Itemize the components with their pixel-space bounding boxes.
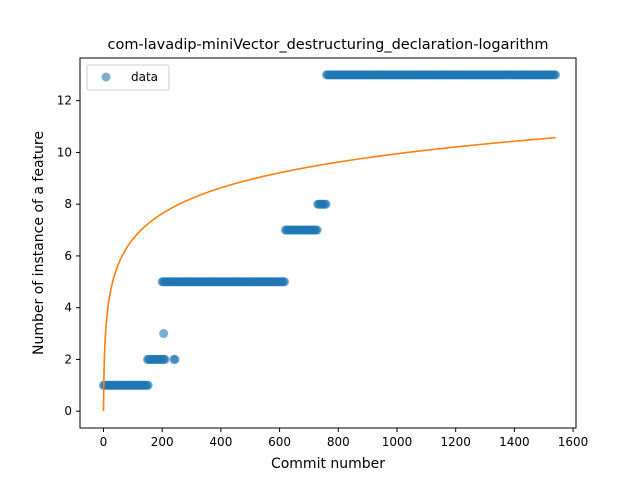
- chart-title: com-lavadip-miniVector_destructuring_dec…: [108, 37, 549, 53]
- x-tick-label-2: 400: [209, 435, 232, 449]
- x-axis: 0 200 400 600 800 1000 1200 1400 1600: [100, 428, 589, 449]
- fit-line: [102, 136, 556, 412]
- plot-area: [98, 70, 560, 412]
- data-point-162: [280, 277, 290, 287]
- legend-label-data: data: [131, 70, 158, 84]
- data-point-198: [321, 199, 331, 209]
- data-point-68: [170, 354, 180, 364]
- data-point-55: [159, 329, 169, 339]
- y-tick-label-4: 8: [64, 197, 72, 211]
- y-axis-label: Number of instance of a feature: [31, 131, 47, 355]
- x-axis-label: Commit number: [271, 456, 385, 472]
- data-point-38: [143, 380, 153, 390]
- x-tick-label-4: 800: [327, 435, 350, 449]
- y-tick-label-6: 12: [57, 94, 72, 108]
- plot-frame: [79, 57, 577, 429]
- y-tick-label-3: 6: [64, 249, 72, 263]
- data-point-190: [312, 225, 322, 235]
- x-tick-label-8: 1600: [558, 435, 589, 449]
- x-tick-label-5: 1000: [382, 435, 413, 449]
- legend-box: [86, 64, 170, 91]
- data-point-54: [160, 354, 170, 364]
- x-tick-label-6: 1200: [440, 435, 471, 449]
- x-tick-label-7: 1400: [499, 435, 530, 449]
- data-point-394: [550, 70, 560, 80]
- x-tick-label-3: 600: [268, 435, 291, 449]
- y-tick-label-5: 10: [57, 145, 72, 159]
- legend-marker-data: [101, 72, 111, 82]
- y-axis: 0 2 4 6 8 10 12: [57, 94, 80, 418]
- y-tick-label-1: 2: [64, 352, 72, 366]
- y-tick-label-2: 4: [64, 301, 72, 315]
- y-tick-label-0: 0: [64, 404, 72, 418]
- legend: data: [86, 64, 170, 91]
- x-tick-label-0: 0: [100, 435, 108, 449]
- x-tick-label-1: 200: [151, 435, 174, 449]
